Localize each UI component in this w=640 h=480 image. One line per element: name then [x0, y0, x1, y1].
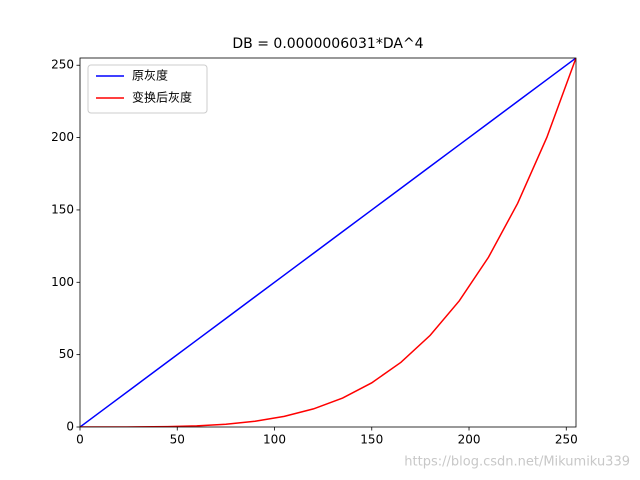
- x-tick-label: 0: [76, 433, 84, 447]
- plot-frame: [79, 57, 577, 428]
- y-tick-label: 250: [51, 58, 74, 72]
- legend-label: 原灰度: [132, 68, 168, 83]
- y-tick-label: 100: [51, 275, 74, 289]
- x-tick-label: 100: [263, 433, 286, 447]
- y-tick-label: 50: [59, 347, 74, 361]
- y-tick-label: 0: [66, 420, 74, 434]
- legend-box: [87, 64, 208, 114]
- chart-title: DB = 0.0000006031*DA^4: [232, 36, 423, 52]
- x-tick-label: 200: [458, 433, 481, 447]
- x-tick-label: 250: [555, 433, 578, 447]
- watermark: https://blog.csdn.net/Mikumiku339: [404, 455, 630, 470]
- y-tick-label: 150: [51, 202, 74, 216]
- legend-label: 变换后灰度: [132, 90, 192, 105]
- x-tick-label: 150: [360, 433, 383, 447]
- series-line: [80, 58, 576, 427]
- y-tick-label: 200: [51, 130, 74, 144]
- x-tick-label: 50: [170, 433, 185, 447]
